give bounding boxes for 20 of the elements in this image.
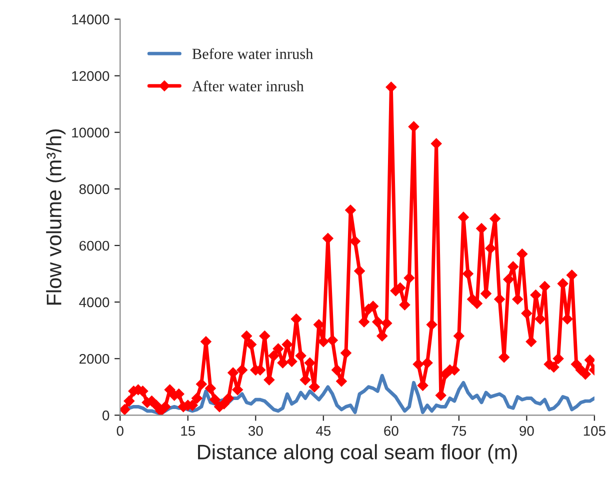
y-tick-label: 2000 (80, 354, 110, 364)
y-tick-label: 10000 (72, 128, 110, 138)
y-tick-label: 0 (102, 410, 110, 420)
y-tick-label: 8000 (79, 184, 110, 194)
y-tick-label: 14000 (72, 14, 110, 24)
x-tick-label: 15 (181, 426, 196, 436)
x-tick-label: 60 (384, 426, 398, 436)
x-tick-label: 30 (248, 426, 263, 436)
y-tick-label: 12000 (72, 71, 110, 81)
legend-label: Before water inrush (192, 48, 314, 60)
x-axis-title: Distance along coal seam floor (m) (198, 444, 517, 464)
x-tick-label: 105 (584, 426, 606, 436)
x-tick-label: 90 (520, 426, 534, 436)
legend-label: After water inrush (192, 80, 304, 92)
y-tick-label: 4000 (79, 297, 110, 308)
x-tick-label: 75 (452, 426, 466, 436)
y-axis-title: Flow volume (m³/h) (46, 129, 66, 305)
y-tick-label: 6000 (80, 240, 110, 251)
x-tick-label: 0 (116, 426, 124, 436)
x-tick-label: 45 (316, 426, 331, 436)
